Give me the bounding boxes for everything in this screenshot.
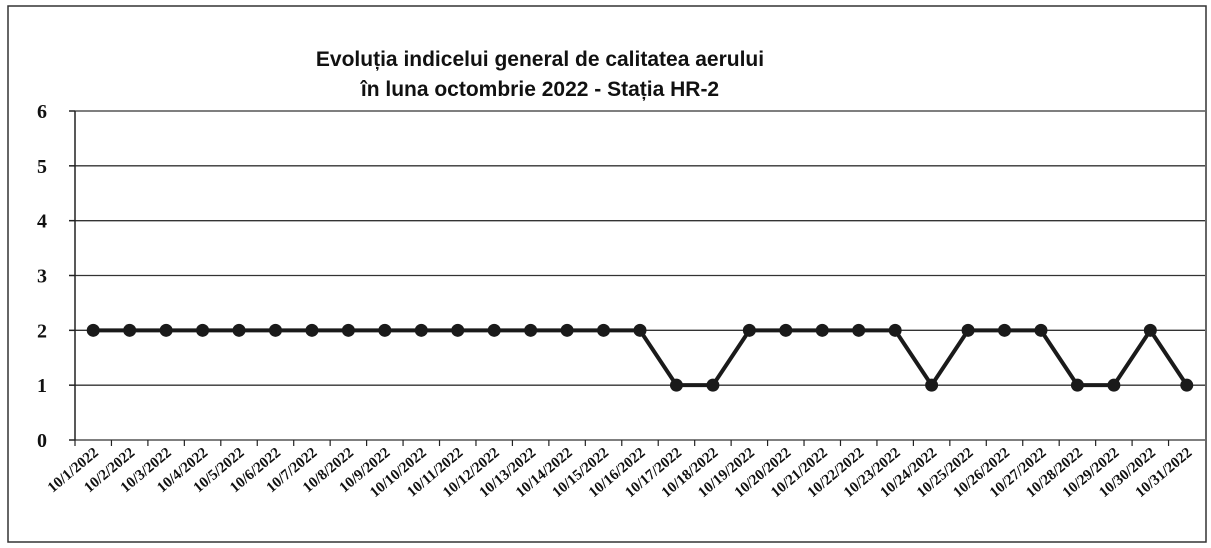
y-tick-label: 3 xyxy=(37,266,47,288)
data-point xyxy=(1107,378,1121,392)
data-point xyxy=(669,378,683,392)
data-line xyxy=(93,328,1189,388)
y-tick-label: 6 xyxy=(37,101,47,123)
data-point xyxy=(524,323,538,337)
data-point xyxy=(998,323,1012,337)
chart-title: Evoluția indicelui general de calitatea … xyxy=(316,48,764,71)
data-point xyxy=(1180,378,1194,392)
data-point xyxy=(1070,378,1084,392)
data-point xyxy=(414,323,428,337)
data-point xyxy=(487,323,501,337)
data-point xyxy=(560,323,574,337)
data-point xyxy=(86,323,100,337)
data-point xyxy=(742,323,756,337)
y-tick-label: 2 xyxy=(37,320,47,342)
chart-frame xyxy=(7,5,1207,543)
y-tick-label: 5 xyxy=(37,156,47,178)
data-point xyxy=(159,323,173,337)
data-point xyxy=(305,323,319,337)
data-point xyxy=(597,323,611,337)
data-point xyxy=(852,323,866,337)
data-point xyxy=(888,323,902,337)
data-point xyxy=(196,323,210,337)
data-point xyxy=(633,323,647,337)
chart-title: în luna octombrie 2022 - Stația HR-2 xyxy=(360,78,719,101)
data-point xyxy=(451,323,465,337)
data-point xyxy=(378,323,392,337)
data-point xyxy=(268,323,282,337)
data-point xyxy=(1143,323,1157,337)
data-point xyxy=(779,323,793,337)
data-point xyxy=(123,323,137,337)
data-point xyxy=(706,378,720,392)
data-point xyxy=(815,323,829,337)
data-point xyxy=(232,323,246,337)
data-point xyxy=(961,323,975,337)
data-point xyxy=(925,378,939,392)
y-tick-label: 1 xyxy=(37,375,47,397)
y-tick-label: 0 xyxy=(37,430,47,452)
data-point xyxy=(1034,323,1048,337)
data-point xyxy=(341,323,355,337)
y-tick-label: 4 xyxy=(37,211,47,233)
